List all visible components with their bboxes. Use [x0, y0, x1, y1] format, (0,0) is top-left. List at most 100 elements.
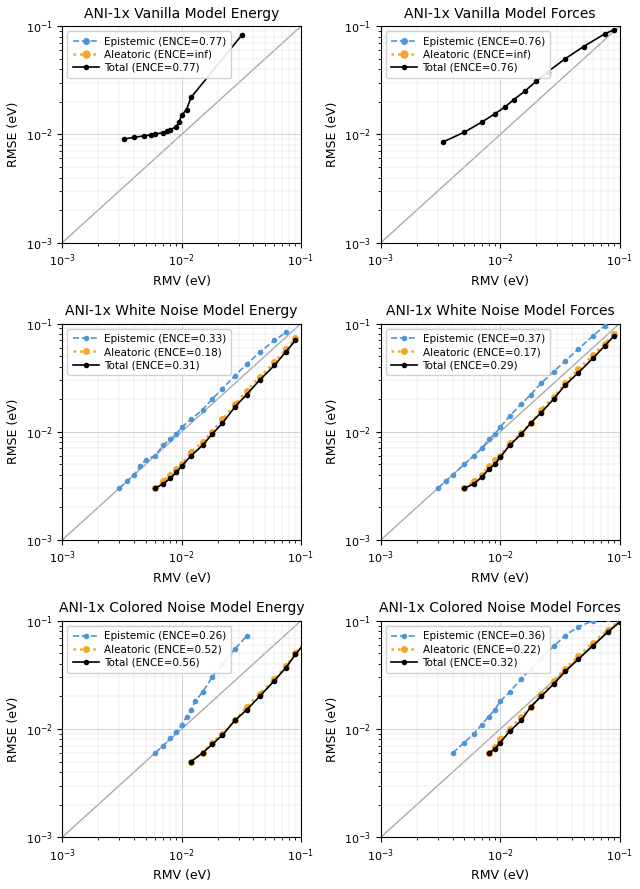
Epistemic (ENCE=0.26) — [166, 733, 174, 743]
Total (ENCE=0.56) — [243, 705, 250, 716]
Aleatoric (ENCE=0.22) — [527, 701, 534, 712]
Epistemic (ENCE=0.37) — [434, 483, 442, 493]
Aleatoric (ENCE=0.18) — [151, 483, 159, 493]
Total (ENCE=0.56) — [271, 676, 278, 686]
Total (ENCE=0.76) — [478, 116, 486, 127]
Total (ENCE=0.32) — [616, 617, 623, 628]
Epistemic (ENCE=0.36) — [517, 674, 525, 685]
Epistemic (ENCE=0.33) — [199, 404, 207, 415]
Total (ENCE=0.29) — [470, 478, 477, 489]
Epistemic (ENCE=0.37) — [491, 428, 499, 439]
Epistemic (ENCE=0.33) — [188, 414, 195, 425]
Aleatoric (ENCE=0.17) — [478, 469, 486, 480]
Total (ENCE=0.29) — [561, 380, 569, 390]
Total (ENCE=0.77) — [147, 130, 154, 140]
Total (ENCE=0.76) — [561, 53, 569, 64]
Total (ENCE=0.77) — [182, 104, 190, 115]
Total (ENCE=0.32) — [485, 748, 493, 758]
Total (ENCE=0.76) — [611, 24, 618, 35]
Epistemic (ENCE=0.26) — [172, 727, 180, 738]
Aleatoric (ENCE=0.17) — [537, 404, 545, 415]
Epistemic (ENCE=0.33) — [131, 469, 138, 480]
Total (ENCE=0.77) — [178, 110, 186, 121]
Epistemic (ENCE=0.36) — [604, 613, 612, 624]
Epistemic (ENCE=0.36) — [550, 641, 557, 652]
Line: Total (ENCE=0.56): Total (ENCE=0.56) — [188, 639, 308, 765]
Total (ENCE=0.29) — [537, 407, 545, 418]
Total (ENCE=0.31) — [282, 347, 290, 357]
Epistemic (ENCE=0.33) — [243, 359, 250, 370]
Line: Aleatoric (ENCE=0.18): Aleatoric (ENCE=0.18) — [152, 335, 299, 492]
Total (ENCE=0.76) — [510, 94, 518, 105]
Epistemic (ENCE=0.33) — [219, 383, 227, 394]
Total (ENCE=0.29) — [611, 331, 618, 341]
Title: ANI-1x Colored Noise Model Energy: ANI-1x Colored Noise Model Energy — [59, 602, 305, 615]
Aleatoric (ENCE=0.52) — [282, 661, 290, 671]
Epistemic (ENCE=0.36) — [506, 686, 513, 697]
Line: Epistemic (ENCE=0.33): Epistemic (ENCE=0.33) — [116, 330, 289, 491]
Total (ENCE=0.32) — [604, 627, 612, 637]
Total (ENCE=0.31) — [151, 483, 159, 493]
Aleatoric (ENCE=0.17) — [601, 339, 609, 349]
Aleatoric (ENCE=0.22) — [497, 734, 504, 745]
Epistemic (ENCE=0.37) — [470, 451, 477, 461]
Epistemic (ENCE=0.33) — [159, 440, 167, 451]
Aleatoric (ENCE=0.17) — [470, 476, 477, 486]
Aleatoric (ENCE=0.52) — [208, 737, 216, 748]
Total (ENCE=0.76) — [580, 41, 588, 52]
Epistemic (ENCE=0.37) — [506, 411, 513, 421]
Line: Total (ENCE=0.31): Total (ENCE=0.31) — [152, 338, 298, 491]
Aleatoric (ENCE=0.17) — [497, 451, 504, 461]
Epistemic (ENCE=0.37) — [527, 389, 534, 400]
Epistemic (ENCE=0.26) — [182, 711, 190, 722]
Epistemic (ENCE=0.26) — [199, 686, 207, 697]
Aleatoric (ENCE=0.18) — [282, 344, 290, 355]
Epistemic (ENCE=0.36) — [460, 737, 468, 748]
Epistemic (ENCE=0.37) — [537, 378, 545, 388]
Total (ENCE=0.32) — [537, 691, 545, 701]
Epistemic (ENCE=0.33) — [115, 483, 123, 493]
Epistemic (ENCE=0.33) — [142, 454, 150, 465]
Total (ENCE=0.29) — [478, 472, 486, 483]
Aleatoric (ENCE=0.18) — [178, 459, 186, 469]
Total (ENCE=0.77) — [175, 116, 183, 127]
Aleatoric (ENCE=0.17) — [491, 454, 499, 465]
Line: Total (ENCE=0.32): Total (ENCE=0.32) — [486, 620, 622, 756]
Total (ENCE=0.56) — [292, 649, 300, 660]
Aleatoric (ENCE=0.18) — [188, 446, 195, 457]
Aleatoric (ENCE=0.22) — [537, 689, 545, 700]
Aleatoric (ENCE=0.18) — [219, 414, 227, 425]
Aleatoric (ENCE=0.17) — [506, 438, 513, 449]
Total (ENCE=0.29) — [550, 394, 557, 404]
Line: Aleatoric (ENCE=0.52): Aleatoric (ENCE=0.52) — [188, 637, 309, 765]
Aleatoric (ENCE=0.18) — [243, 385, 250, 396]
Total (ENCE=0.32) — [561, 666, 569, 677]
Epistemic (ENCE=0.36) — [527, 663, 534, 674]
Total (ENCE=0.76) — [491, 108, 499, 119]
Aleatoric (ENCE=0.22) — [517, 711, 525, 722]
Total (ENCE=0.32) — [589, 640, 597, 651]
Epistemic (ENCE=0.26) — [231, 644, 239, 654]
Y-axis label: RMSE (eV): RMSE (eV) — [7, 101, 20, 167]
Epistemic (ENCE=0.33) — [282, 327, 290, 338]
Epistemic (ENCE=0.37) — [449, 469, 456, 480]
Aleatoric (ENCE=0.17) — [517, 428, 525, 438]
Total (ENCE=0.56) — [231, 715, 239, 725]
Epistemic (ENCE=0.26) — [178, 719, 186, 730]
Aleatoric (ENCE=0.18) — [256, 372, 264, 382]
Line: Total (ENCE=0.76): Total (ENCE=0.76) — [440, 27, 617, 145]
Epistemic (ENCE=0.33) — [166, 434, 174, 444]
Y-axis label: RMSE (eV): RMSE (eV) — [7, 399, 20, 464]
Epistemic (ENCE=0.36) — [497, 696, 504, 707]
Total (ENCE=0.31) — [219, 418, 227, 428]
Aleatoric (ENCE=0.22) — [616, 615, 623, 626]
Epistemic (ENCE=0.26) — [219, 659, 227, 669]
Epistemic (ENCE=0.37) — [574, 344, 582, 355]
Aleatoric (ENCE=0.52) — [256, 689, 264, 700]
Total (ENCE=0.77) — [238, 29, 246, 40]
Total (ENCE=0.31) — [256, 375, 264, 386]
Epistemic (ENCE=0.37) — [517, 399, 525, 410]
X-axis label: RMV (eV): RMV (eV) — [152, 572, 211, 585]
Title: ANI-1x White Noise Model Energy: ANI-1x White Noise Model Energy — [65, 304, 298, 318]
Total (ENCE=0.56) — [302, 637, 310, 647]
